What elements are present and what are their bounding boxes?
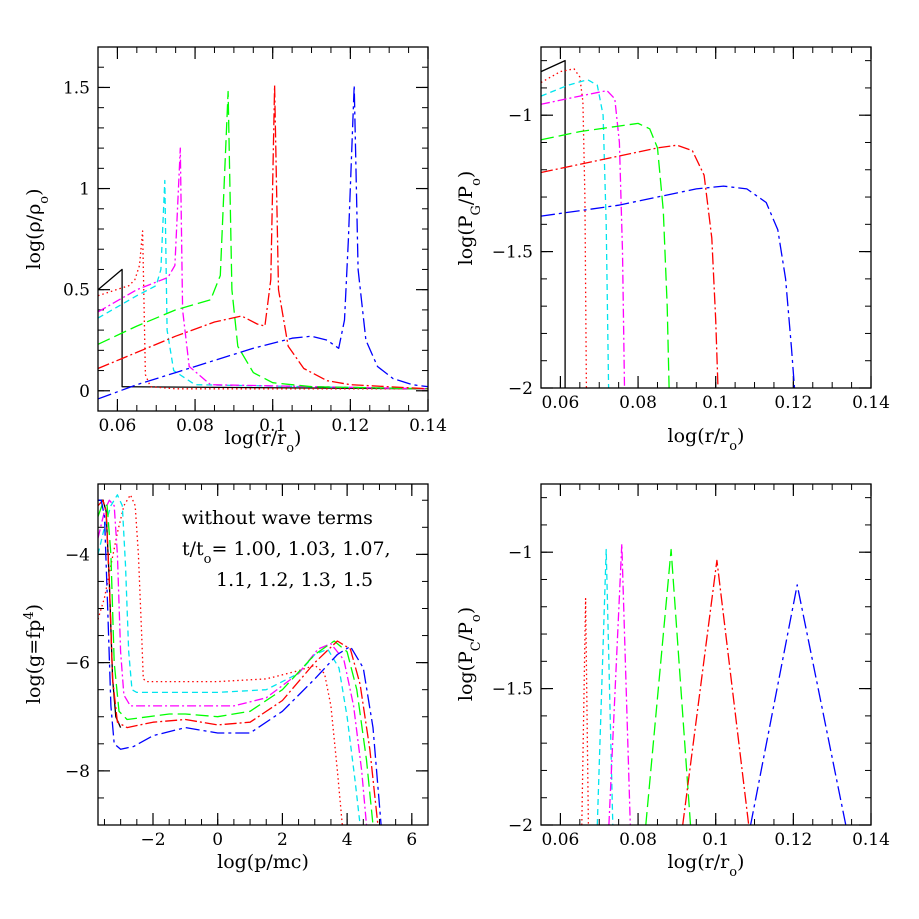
x-tick-label: 0.08	[619, 830, 657, 850]
grid-and-ticks-distribution: −2 0 2 4 6 −8 −6 −4	[65, 484, 428, 850]
plot-frame-gas-pressure	[540, 46, 872, 389]
series-line-1	[581, 597, 590, 825]
y-tick-label: −6	[65, 654, 90, 674]
x-tick-label: 4	[342, 830, 353, 850]
x-tick-label: 2	[277, 830, 288, 850]
x-tick-label: 0.14	[852, 830, 890, 850]
series-line-7	[98, 499, 382, 825]
annotation-times-line2: 1.1, 1.2, 1.3, 1.5	[216, 569, 373, 591]
x-axis-label-density: log(r/ro)	[225, 427, 302, 456]
series-line-7	[98, 84, 428, 400]
y-tick-label: 1.5	[63, 78, 90, 98]
grid-and-ticks-density: 0.06 0.08 0.1 0.12 0.14 0 0.5 1 1.5	[63, 47, 447, 436]
x-tick-label: 0.12	[774, 393, 812, 413]
series-line-4	[541, 89, 626, 388]
y-tick-label: −4	[65, 545, 90, 565]
series-line-1	[541, 59, 566, 388]
series-layer-density	[98, 84, 428, 400]
series-line-5	[682, 559, 750, 825]
series-line-1	[98, 268, 428, 390]
annotation-title: without wave terms	[182, 507, 373, 529]
series-line-4	[98, 147, 428, 390]
series-line-5	[541, 122, 670, 388]
y-axis-label-density: log(ρ/ρo)	[23, 188, 52, 269]
series-line-3	[98, 494, 361, 825]
plot-frame-distribution	[97, 483, 429, 826]
y-axis-label-cr-pressure: log(PC/Po)	[455, 607, 484, 701]
y-tick-label: −1	[508, 106, 533, 126]
y-tick-label: −2	[508, 379, 533, 399]
x-tick-label: 0.1	[702, 393, 729, 413]
plot-frame-density	[97, 46, 429, 412]
y-tick-label: −2	[508, 816, 533, 836]
series-line-2	[541, 68, 588, 388]
y-tick-label: 1	[79, 180, 90, 200]
series-line-6	[541, 144, 719, 388]
series-line-3	[608, 543, 631, 825]
series-layer-gas-pressure	[541, 59, 796, 388]
series-layer-cr-pressure	[581, 543, 847, 825]
series-line-3	[541, 79, 610, 388]
series-line-4	[98, 499, 368, 825]
grid-and-ticks-gas-pressure: 0.06 0.08 0.1 0.12 0.14 −2 −1.5 −1	[492, 47, 890, 413]
y-tick-label: −1.5	[492, 243, 533, 263]
panel-cr-pressure: 0.06 0.08 0.1 0.12 0.14 −2 −1.5 −1 log(r/ro) lo…	[455, 483, 890, 880]
plot-frame-cr-pressure	[540, 483, 872, 826]
grid-and-ticks-cr-pressure: 0.06 0.08 0.1 0.12 0.14 −2 −1.5 −1	[492, 484, 890, 850]
series-layer-distribution	[98, 494, 382, 825]
x-tick-label: 6	[406, 830, 417, 850]
x-tick-label: 0.14	[409, 416, 447, 436]
y-tick-label: 0	[79, 382, 90, 402]
y-tick-label: −1.5	[492, 680, 533, 700]
y-tick-label: −8	[65, 762, 90, 782]
y-axis-label-gas-pressure: log(PG/Po)	[455, 171, 484, 266]
series-line-3	[98, 179, 428, 390]
x-tick-label: 0.06	[541, 830, 579, 850]
x-tick-label: −2	[140, 830, 165, 850]
x-tick-label: 0.06	[98, 416, 136, 436]
series-line-2	[98, 230, 428, 390]
series-line-5	[98, 90, 428, 390]
x-tick-label: 0.06	[541, 393, 579, 413]
x-tick-label: 0.12	[774, 830, 812, 850]
y-tick-label: −1	[508, 543, 533, 563]
y-axis-label-distribution: log(g=fp4)	[22, 604, 46, 704]
x-tick-label: 0.08	[619, 393, 657, 413]
x-tick-label: 0.1	[702, 830, 729, 850]
x-axis-label-distribution: log(p/mc)	[217, 851, 309, 873]
panel-density: 0.06 0.08 0.1 0.12 0.14 0 0.5 1 1.5 log(r/ro) lo…	[23, 46, 447, 456]
series-line-4	[645, 548, 692, 825]
x-tick-label: 0.1	[259, 416, 286, 436]
series-line-2	[596, 548, 614, 825]
panel-distribution: −2 0 2 4 6 −8 −6 −4 without wave terms t/to= 1.…	[22, 483, 429, 873]
x-tick-label: 0.08	[176, 416, 214, 436]
x-tick-label: 0.14	[852, 393, 890, 413]
series-line-6	[98, 499, 379, 825]
x-axis-label-cr-pressure: log(r/ro)	[668, 851, 745, 880]
x-tick-label: 0	[212, 830, 223, 850]
series-line-6	[749, 584, 847, 825]
x-tick-label: 0.12	[331, 416, 369, 436]
panel-gas-pressure: 0.06 0.08 0.1 0.12 0.14 −2 −1.5 −1 log(r/ro) lo…	[455, 46, 890, 454]
series-line-5	[98, 502, 374, 825]
series-line-6	[98, 84, 428, 390]
x-axis-label-gas-pressure: log(r/ro)	[668, 425, 745, 454]
annotation-times-line1: t/to= 1.00, 1.03, 1.07,	[182, 538, 391, 567]
y-tick-label: 0.5	[63, 281, 90, 301]
